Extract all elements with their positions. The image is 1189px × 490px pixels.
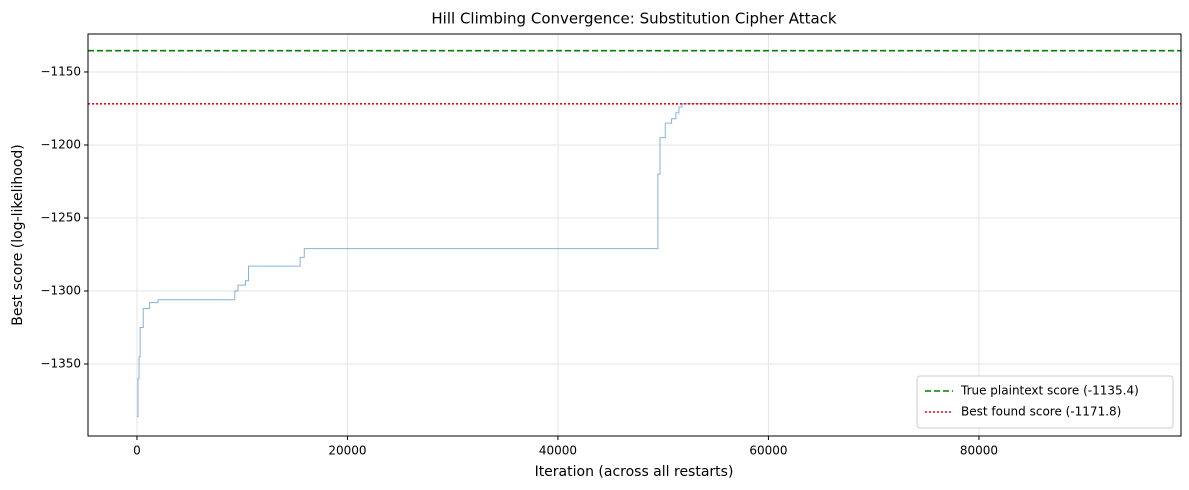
legend-label: True plaintext score (-1135.4)	[960, 384, 1139, 398]
legend: True plaintext score (-1135.4) Best found…	[916, 375, 1174, 429]
x-tick-label: 0	[133, 444, 141, 458]
legend-label: Best found score (-1171.8)	[961, 405, 1121, 419]
y-tick-label: −1350	[40, 357, 81, 371]
y-tick-label: −1300	[40, 283, 81, 297]
x-tick-label: 80000	[960, 444, 998, 458]
y-tick-label: −1200	[40, 137, 81, 151]
y-axis-label: Best score (log-likelihood)	[10, 144, 26, 326]
legend-box	[916, 375, 1174, 429]
x-axis-label: Iteration (across all restarts)	[535, 464, 734, 480]
x-tick-label: 20000	[328, 444, 366, 458]
y-tick-label: −1150	[40, 64, 81, 78]
chart-title: Hill Climbing Convergence: Substitution …	[431, 10, 837, 28]
plot-frame	[87, 33, 1182, 437]
x-tick-label: 40000	[539, 444, 577, 458]
y-tick-label: −1250	[40, 210, 81, 224]
x-tick-label: 60000	[749, 444, 787, 458]
data-line	[136, 103, 1116, 418]
